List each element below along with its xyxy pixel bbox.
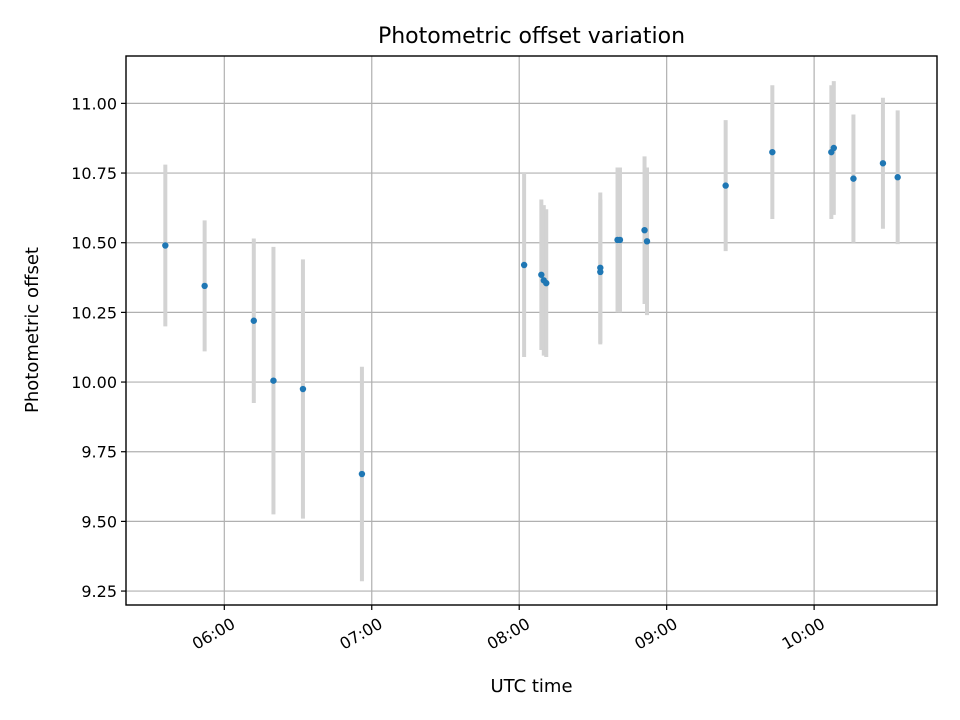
data-point [722, 182, 729, 189]
data-point [299, 385, 307, 393]
data-point [543, 279, 550, 287]
x-tick-label: 07:00 [336, 614, 385, 654]
data-point [270, 377, 277, 384]
x-tick-label: 10:00 [779, 614, 828, 654]
y-tick-label: 10.25 [71, 303, 117, 322]
data-points [162, 144, 901, 478]
y-axis-ticks: 9.25 9.50 9.75 10.00 10.25 10.50 10.75 11.00 [71, 94, 126, 601]
chart-title: Photometric offset variation [378, 24, 685, 49]
x-axis-ticks: 06:00 07:00 08:00 09:00 10:00 [189, 605, 828, 654]
x-tick-label: 06:00 [189, 614, 238, 654]
data-point [520, 261, 528, 269]
data-point [597, 268, 604, 276]
y-axis-label: Photometric offset [22, 247, 43, 413]
x-tick-label: 09:00 [631, 614, 680, 654]
data-point [358, 470, 366, 478]
y-tick-label: 9.75 [81, 443, 117, 462]
errorbars [163, 81, 900, 582]
y-tick-label: 9.50 [81, 512, 117, 531]
y-tick-label: 10.50 [71, 234, 117, 253]
grid [126, 56, 937, 605]
data-point [894, 174, 901, 181]
data-point [250, 317, 257, 324]
y-tick-label: 10.00 [71, 373, 117, 392]
data-point [879, 160, 887, 167]
x-axis-label: UTC time [490, 676, 572, 697]
y-tick-label: 9.25 [81, 582, 117, 601]
data-point [538, 271, 545, 278]
data-point [830, 144, 837, 152]
data-point [162, 242, 169, 249]
plot-frame [125, 55, 938, 606]
data-point [641, 226, 648, 234]
data-point [643, 238, 651, 245]
data-point [201, 282, 208, 290]
data-point [769, 148, 776, 156]
x-tick-label: 08:00 [484, 614, 533, 654]
data-point [616, 236, 624, 244]
y-tick-label: 10.75 [71, 164, 117, 183]
y-tick-label: 11.00 [71, 94, 117, 113]
data-point [850, 175, 857, 182]
